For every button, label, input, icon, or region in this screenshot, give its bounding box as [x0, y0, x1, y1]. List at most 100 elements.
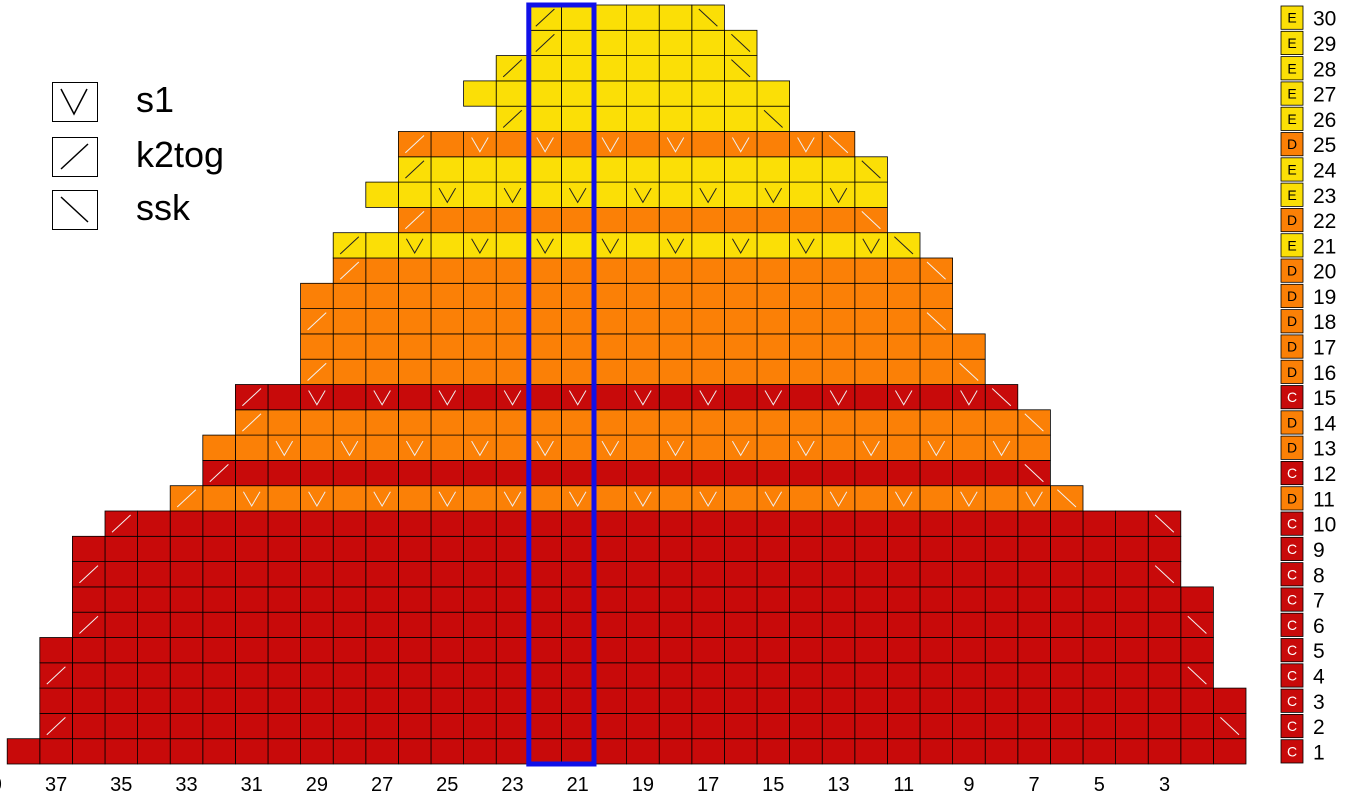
- row-key-swatch: [1280, 258, 1304, 283]
- row-key-swatch: [1280, 688, 1304, 713]
- stitch-cell: [234, 535, 269, 562]
- stitch-cell: [137, 637, 171, 664]
- stitch-cell: [593, 4, 627, 31]
- stitch-cell: [919, 384, 953, 411]
- stitch-cell: [267, 713, 301, 740]
- stitch-cell: [528, 561, 562, 588]
- row-key-swatch: [1280, 511, 1304, 536]
- s1-symbol: [242, 491, 261, 507]
- stitch-cell: [495, 282, 530, 309]
- stitch-cell: [691, 358, 725, 385]
- row-key-swatch: [1280, 132, 1304, 157]
- ssk-symbol: [959, 362, 979, 381]
- stitch-cell: [267, 662, 301, 689]
- row-key-letter: D: [1287, 263, 1297, 279]
- row-key-swatch: [1280, 638, 1304, 663]
- stitch-cell: [169, 738, 204, 765]
- stitch-cell: [495, 384, 530, 411]
- stitch-cell: [39, 687, 73, 714]
- stitch-cell: [593, 535, 627, 562]
- stitch-cell: [397, 637, 432, 664]
- stitch-cell: [430, 662, 464, 689]
- stitch-cell: [952, 384, 986, 411]
- row-number-label: 29: [1313, 33, 1336, 56]
- s1-legend-icon: [52, 82, 98, 122]
- s1-symbol: [666, 440, 685, 457]
- stitch-cell: [6, 738, 41, 765]
- stitch-cell: [984, 459, 1019, 487]
- stitch-cell: [789, 358, 823, 385]
- x-tick-label: 19: [632, 774, 654, 796]
- s1-symbol: [797, 238, 815, 254]
- row-key-letter: E: [1287, 60, 1296, 76]
- row-key-letter: D: [1287, 288, 1297, 304]
- stitch-cell: [430, 282, 464, 309]
- row-number-label: 2: [1313, 716, 1325, 739]
- stitch-cell: [430, 586, 464, 613]
- stitch-cell: [593, 611, 627, 638]
- row-key-letter: D: [1287, 364, 1297, 380]
- stitch-cell: [495, 308, 530, 335]
- stitch-cell: [789, 611, 823, 638]
- row-key-letter: C: [1287, 541, 1297, 557]
- x-tick-label: 31: [241, 774, 263, 796]
- stitch-cell: [821, 282, 856, 309]
- stitch-cell: [528, 232, 562, 259]
- stitch-cell: [658, 55, 693, 82]
- stitch-cell: [1017, 434, 1051, 461]
- stitch-cell: [332, 308, 367, 335]
- stitch-cell: [789, 282, 823, 309]
- stitch-cell: [789, 738, 823, 765]
- stitch-cell: [267, 611, 301, 638]
- stitch-cell: [789, 181, 823, 208]
- stitch-cell: [984, 738, 1019, 765]
- stitch-cell: [789, 713, 823, 740]
- stitch-cell: [463, 308, 497, 335]
- row-key-swatch: [1280, 536, 1304, 561]
- stitch-cell: [528, 384, 562, 411]
- ssk-symbol: [828, 135, 849, 154]
- row-key-letter: C: [1287, 642, 1297, 658]
- stitch-cell: [267, 637, 301, 664]
- stitch-cell: [658, 232, 693, 259]
- row-number-label: 24: [1313, 159, 1337, 182]
- row-number-label: 7: [1313, 590, 1325, 613]
- stitch-cell: [72, 637, 106, 664]
- s1-symbol: [699, 390, 717, 406]
- stitch-cell: [658, 206, 693, 234]
- stitch-cell: [821, 637, 856, 664]
- stitch-cell: [821, 181, 856, 208]
- k2tog-symbol: [176, 489, 197, 508]
- row-key-swatch: [1280, 714, 1304, 739]
- s1-symbol: [764, 491, 783, 507]
- stitch-cell: [789, 434, 823, 461]
- stitch-cell: [267, 561, 301, 588]
- stitch-cell: [984, 662, 1019, 689]
- s1-symbol: [405, 440, 424, 457]
- stitch-cell: [593, 485, 627, 512]
- stitch-cell: [332, 384, 367, 411]
- stitch-cell: [724, 80, 758, 107]
- stitch-cell: [691, 333, 725, 360]
- stitch-cell: [430, 131, 464, 158]
- stitch-cell: [1213, 738, 1247, 765]
- stitch-cell: [658, 434, 693, 461]
- stitch-cell: [789, 561, 823, 588]
- stitch-cell: [430, 485, 464, 512]
- stitch-cell: [495, 131, 530, 158]
- stitch-cell: [658, 308, 693, 335]
- stitch-cell: [789, 535, 823, 562]
- stitch-cell: [821, 510, 856, 537]
- stitch-cell: [658, 181, 693, 208]
- ssk-symbol: [1024, 413, 1044, 432]
- stitch-cell: [72, 687, 106, 714]
- stitch-cell: [984, 713, 1019, 740]
- stitch-cell: [626, 4, 660, 31]
- stitch-cell: [821, 358, 856, 385]
- stitch-cell: [626, 510, 660, 537]
- ssk-symbol: [1154, 514, 1175, 533]
- stitch-cell: [365, 687, 399, 714]
- stitch-cell: [626, 611, 660, 638]
- stitch-cell: [365, 611, 399, 638]
- stitch-cell: [365, 561, 399, 588]
